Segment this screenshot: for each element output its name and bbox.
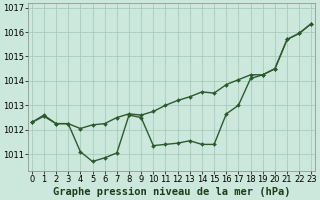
X-axis label: Graphe pression niveau de la mer (hPa): Graphe pression niveau de la mer (hPa)	[53, 187, 290, 197]
